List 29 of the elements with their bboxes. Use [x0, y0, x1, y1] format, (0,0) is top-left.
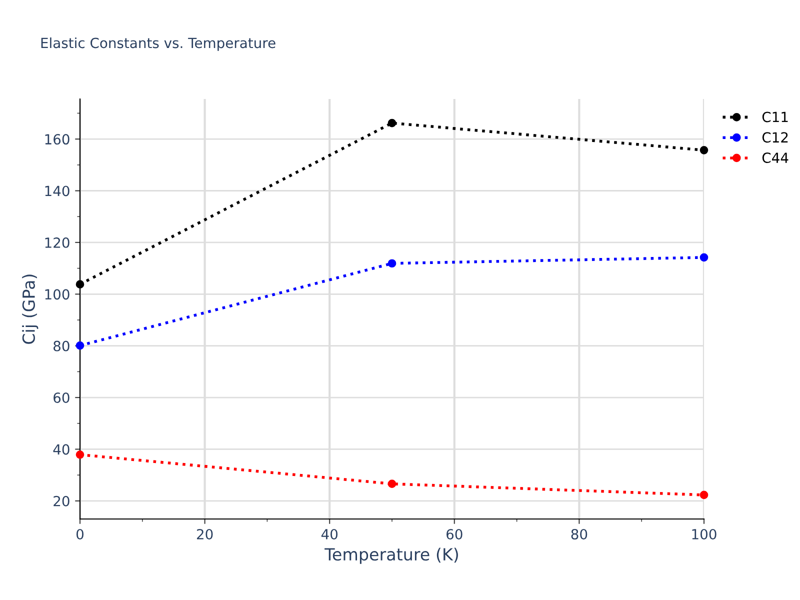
y-tick-label: 120: [45, 237, 70, 248]
x-tick-label: 40: [321, 528, 338, 540]
legend-label: C12: [762, 132, 788, 143]
x-tick-label: 20: [196, 528, 213, 540]
point: [700, 253, 708, 262]
x-axis-title: Temperature (K): [324, 548, 458, 564]
y-tick-label: 140: [45, 186, 70, 196]
point: [700, 490, 708, 500]
y-axis-title: Cij (GPa): [22, 274, 38, 344]
legend-label: C44: [762, 152, 788, 164]
x-tick-label: 80: [571, 528, 588, 540]
y-tick-label: 160: [45, 134, 70, 145]
point: [388, 480, 396, 488]
y-tick-label: 80: [54, 340, 70, 352]
point: [76, 280, 84, 288]
point: [388, 118, 396, 128]
point: [388, 259, 396, 268]
y-tick-label: 100: [45, 289, 70, 300]
x-tick-label: 60: [446, 528, 462, 540]
x-tick-label: 100: [692, 528, 716, 540]
y-tick-label: 60: [54, 392, 70, 403]
point: [76, 450, 84, 459]
chart-title: Elastic Constants vs. Temperature: [41, 37, 276, 51]
y-tick-label: 20: [54, 496, 70, 506]
x-tick-label: 0: [76, 528, 84, 540]
legend-label: C11: [762, 112, 788, 122]
y-tick-label: 40: [53, 444, 70, 455]
point: [700, 146, 708, 154]
point: [76, 341, 84, 350]
